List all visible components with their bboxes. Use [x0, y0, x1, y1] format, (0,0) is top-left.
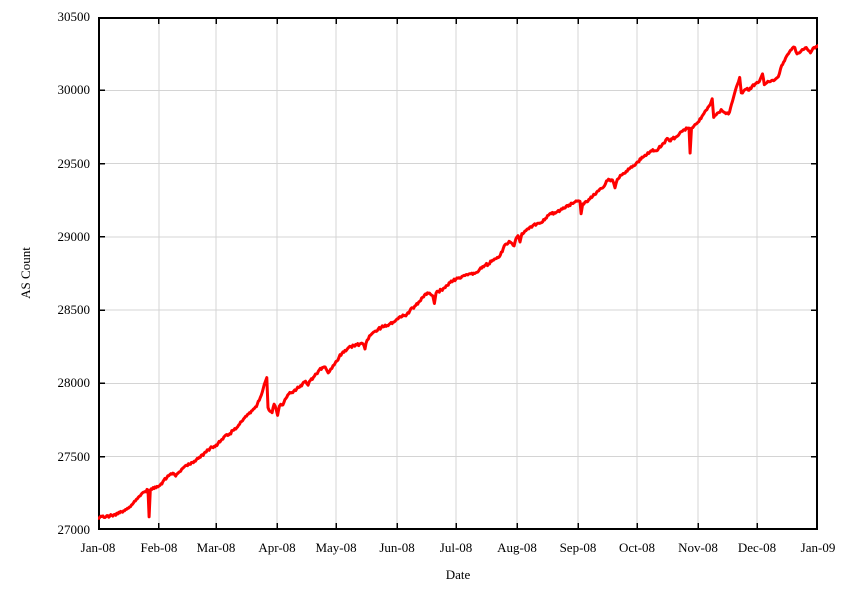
y-tick-label: 27000 — [57, 522, 91, 537]
x-tick-label: Apr-08 — [258, 540, 296, 555]
x-tick-label: Sep-08 — [559, 540, 597, 555]
x-tick-label: Jun-08 — [379, 540, 415, 555]
x-axis-title: Date — [445, 567, 471, 582]
y-axis-title: AS Count — [18, 247, 33, 299]
x-tick-label: Jan-08 — [80, 540, 116, 555]
y-tick-label: 28500 — [57, 302, 91, 318]
x-tick-label: Jul-08 — [439, 540, 473, 555]
y-tick-label: 30000 — [57, 82, 91, 98]
x-tick-label: Nov-08 — [678, 540, 718, 555]
x-tick-label: Jan-09 — [800, 540, 836, 555]
x-tick-label: Feb-08 — [140, 540, 178, 555]
x-tick-label: May-08 — [315, 540, 357, 555]
y-tick-label: 29000 — [57, 228, 91, 244]
x-tick-label: Oct-08 — [618, 540, 656, 555]
x-tick-label: Mar-08 — [196, 540, 236, 555]
as-count-line — [98, 44, 818, 520]
y-tick-label: 28000 — [57, 375, 91, 391]
x-tick-label: Dec-08 — [737, 540, 777, 555]
x-tick-label: Aug-08 — [497, 540, 537, 555]
y-tick-label: 27500 — [57, 448, 91, 464]
plot-border — [98, 17, 818, 530]
y-tick-label: 30500 — [57, 9, 91, 24]
plot-area — [98, 17, 818, 530]
y-tick-label: 29500 — [57, 155, 91, 171]
